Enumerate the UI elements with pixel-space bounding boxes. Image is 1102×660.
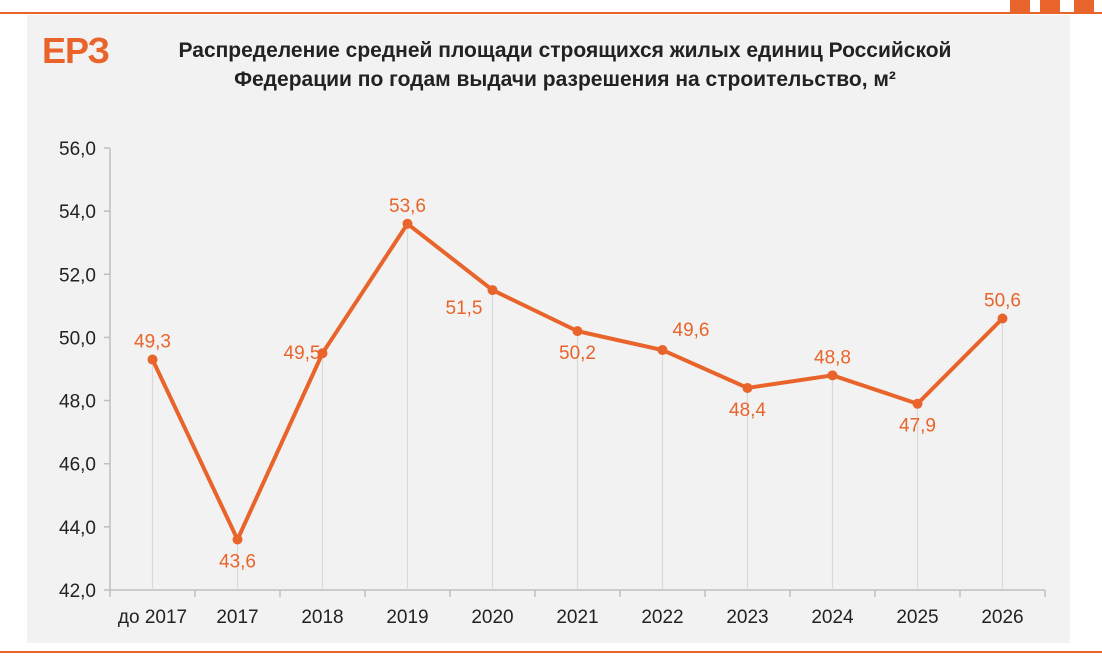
x-tick-label: 2025 xyxy=(896,607,938,628)
y-tick-label: 52,0 xyxy=(59,265,96,286)
data-label: 43,6 xyxy=(219,551,256,572)
data-point xyxy=(402,218,413,229)
data-point xyxy=(827,370,838,381)
y-tick-label: 42,0 xyxy=(59,581,96,602)
x-tick-label: 2018 xyxy=(301,607,343,628)
data-point xyxy=(657,345,668,356)
x-tick-label: 2026 xyxy=(981,607,1023,628)
y-tick-label: 56,0 xyxy=(59,139,96,160)
data-label: 48,4 xyxy=(729,400,766,421)
data-point xyxy=(912,398,923,409)
x-tick-label: 2022 xyxy=(641,607,683,628)
bottom-rule xyxy=(0,651,1102,653)
data-label: 49,6 xyxy=(673,320,710,341)
data-label: 50,6 xyxy=(984,290,1021,311)
data-point xyxy=(487,285,498,296)
chart-title: Распределение средней площади строящихся… xyxy=(178,39,952,91)
data-label: 49,5 xyxy=(284,343,321,364)
y-tick-label: 44,0 xyxy=(59,518,96,539)
x-tick-label: 2021 xyxy=(556,607,598,628)
y-tick-label: 48,0 xyxy=(59,392,96,413)
brand-logo: ЕРЗ xyxy=(42,30,110,71)
data-label: 53,6 xyxy=(389,196,426,217)
x-tick-label: 2020 xyxy=(471,607,513,628)
x-tick-label: 2024 xyxy=(811,607,854,628)
data-point xyxy=(742,382,753,393)
corner-decoration xyxy=(1010,0,1094,12)
data-point xyxy=(572,326,583,337)
x-tick-label: 2017 xyxy=(216,607,258,628)
data-label: 48,8 xyxy=(814,347,851,368)
data-point xyxy=(317,348,328,359)
chart-panel xyxy=(27,15,1070,643)
x-tick-label: до 2017 xyxy=(118,607,187,628)
y-tick-label: 50,0 xyxy=(59,328,96,349)
data-point xyxy=(997,313,1008,324)
y-tick-label: 46,0 xyxy=(59,455,96,476)
x-tick-label: 2019 xyxy=(386,607,428,628)
data-label: 49,3 xyxy=(134,332,171,353)
top-rule xyxy=(0,12,1102,14)
data-label: 47,9 xyxy=(899,416,936,437)
data-point xyxy=(232,534,243,545)
x-tick-label: 2023 xyxy=(726,607,768,628)
data-point xyxy=(147,354,158,365)
data-label: 51,5 xyxy=(446,298,483,319)
y-tick-label: 54,0 xyxy=(59,202,96,223)
data-label: 50,2 xyxy=(559,343,596,364)
